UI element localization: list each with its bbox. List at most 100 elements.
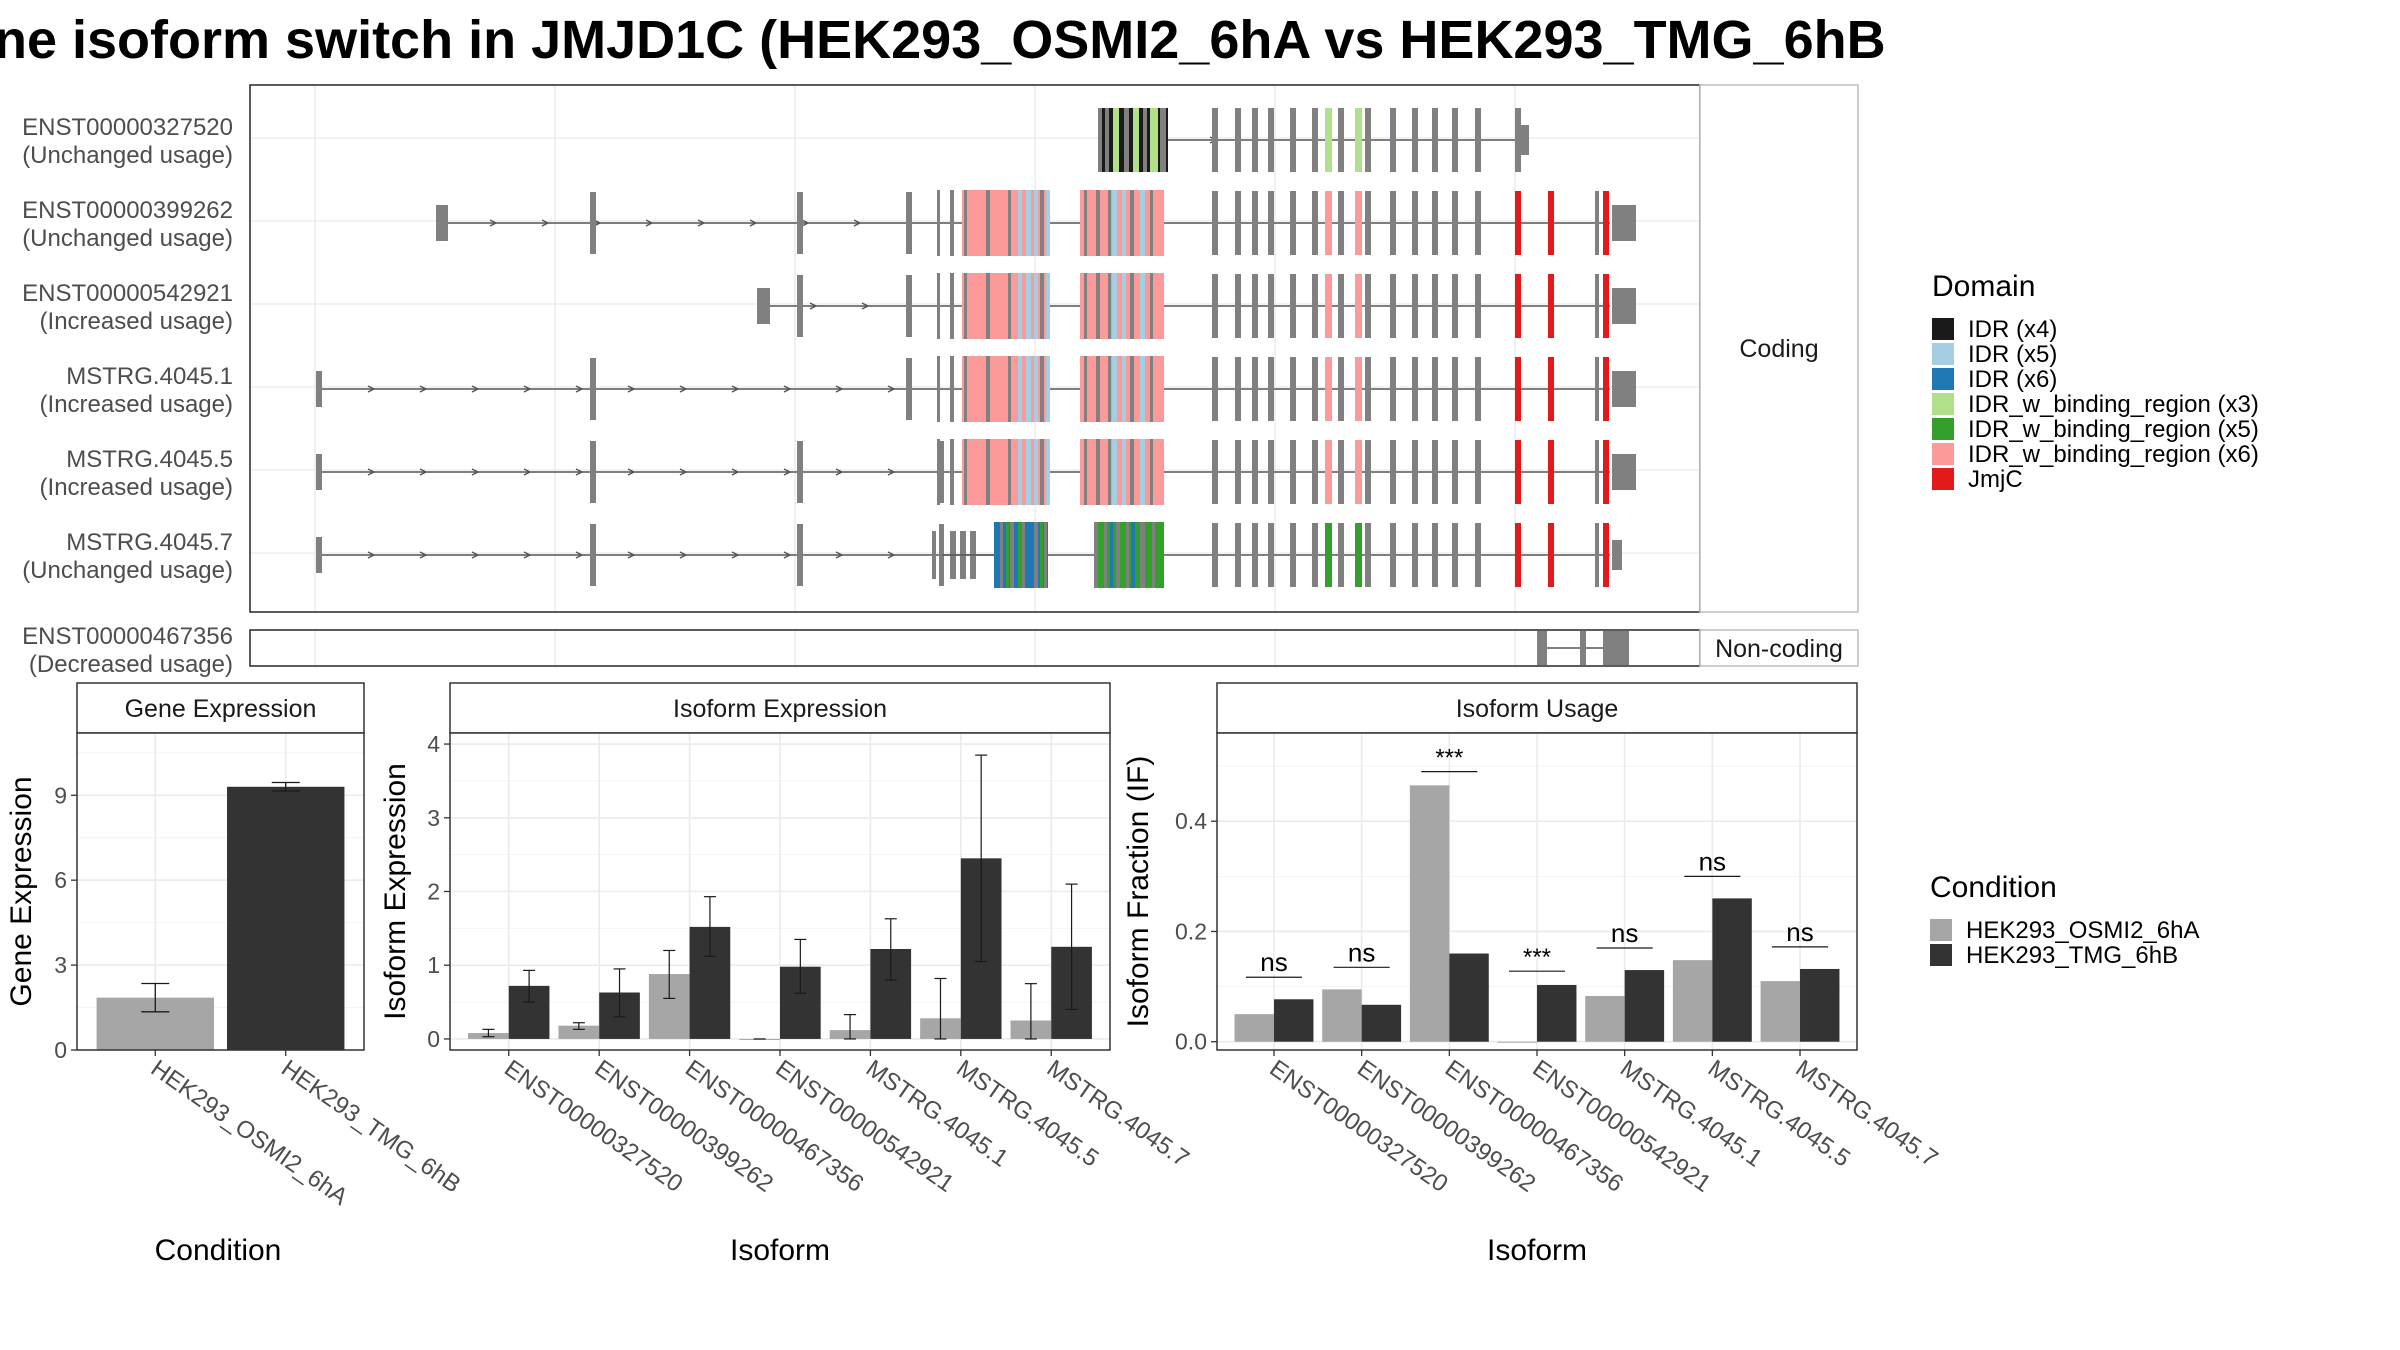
legend-label: IDR_w_binding_region (x3) bbox=[1968, 391, 2259, 418]
exon bbox=[1338, 357, 1344, 421]
exon bbox=[1515, 440, 1521, 504]
intron-arrow bbox=[523, 468, 532, 476]
domain-segment bbox=[986, 356, 990, 422]
exon bbox=[797, 192, 803, 254]
exon bbox=[1475, 440, 1481, 504]
transcript-id-label: ENST00000327520 bbox=[22, 114, 233, 141]
utr-exon bbox=[316, 454, 322, 490]
intron-arrow bbox=[887, 468, 896, 476]
exon bbox=[1515, 274, 1521, 338]
exon bbox=[1475, 357, 1481, 421]
domain-segment bbox=[1046, 439, 1050, 505]
domain-segment bbox=[1046, 356, 1050, 422]
exon bbox=[1290, 357, 1296, 421]
y-tick-label: 3 bbox=[427, 805, 440, 831]
domain-exon bbox=[1325, 523, 1332, 587]
exon bbox=[1312, 357, 1318, 421]
transcript-id-label: MSTRG.4045.5 bbox=[66, 446, 233, 473]
domain-segment bbox=[1018, 190, 1022, 256]
legend-swatch bbox=[1932, 318, 1954, 340]
domain-segment bbox=[1018, 522, 1022, 588]
exon bbox=[950, 190, 954, 256]
domain-segment bbox=[1130, 439, 1134, 505]
domain-exon bbox=[1355, 274, 1362, 338]
y-tick-label: 6 bbox=[54, 867, 67, 893]
utr-exon bbox=[1612, 540, 1622, 570]
exon bbox=[1235, 191, 1241, 255]
bar bbox=[1800, 968, 1840, 1042]
intron-arrow bbox=[627, 551, 636, 559]
domain-segment bbox=[1034, 439, 1038, 505]
domain-segment bbox=[1084, 190, 1087, 256]
exon bbox=[1235, 274, 1241, 338]
domain-segment bbox=[1150, 190, 1153, 256]
domain-segment bbox=[1122, 190, 1126, 256]
exon bbox=[1548, 440, 1554, 504]
domain-segment bbox=[1140, 356, 1145, 422]
utr-exon bbox=[1612, 454, 1636, 490]
intron-arrow bbox=[835, 551, 844, 559]
significance-label: ns bbox=[1786, 917, 1813, 947]
y-tick-label: 9 bbox=[54, 782, 67, 808]
noncoding-strip-label: Non-coding bbox=[1715, 635, 1843, 663]
intron-arrow bbox=[471, 468, 480, 476]
intron-arrow bbox=[835, 468, 844, 476]
exon bbox=[1365, 357, 1371, 421]
exon bbox=[1390, 191, 1396, 255]
utr-exon bbox=[1612, 205, 1636, 241]
intron-arrow bbox=[523, 551, 532, 559]
exon bbox=[1548, 357, 1554, 421]
domain-segment bbox=[1040, 356, 1044, 422]
legend-swatch bbox=[1932, 418, 1954, 440]
x-axis-label: Isoform bbox=[1487, 1234, 1587, 1267]
intron-arrow bbox=[679, 551, 688, 559]
exon bbox=[1268, 108, 1274, 172]
domain-segment bbox=[1008, 273, 1011, 339]
bar bbox=[227, 786, 345, 1050]
bar bbox=[1624, 970, 1665, 1042]
utr-exon bbox=[1515, 125, 1529, 155]
domain-segment bbox=[1150, 273, 1153, 339]
exon bbox=[1390, 274, 1396, 338]
legend-label: JmjC bbox=[1968, 466, 2023, 493]
domain-exon bbox=[1355, 523, 1362, 587]
domain-segment bbox=[1108, 273, 1111, 339]
bar bbox=[1760, 981, 1801, 1042]
exon bbox=[1412, 274, 1418, 338]
domain-segment bbox=[986, 439, 990, 505]
exon bbox=[1212, 440, 1218, 504]
intron-arrow bbox=[679, 468, 688, 476]
domain-exon bbox=[1355, 191, 1362, 255]
exon bbox=[1412, 191, 1418, 255]
domain-segment bbox=[1094, 522, 1098, 588]
y-axis-label: Gene Expression bbox=[5, 776, 38, 1006]
bar bbox=[1672, 960, 1713, 1042]
exon bbox=[1603, 191, 1609, 255]
utr-exon bbox=[316, 537, 322, 573]
exon bbox=[1390, 357, 1396, 421]
exon bbox=[1365, 440, 1371, 504]
intron-arrow bbox=[419, 468, 428, 476]
exon bbox=[1290, 440, 1296, 504]
domain-segment bbox=[1160, 108, 1166, 172]
domain-segment bbox=[986, 273, 990, 339]
intron-arrow bbox=[575, 385, 584, 393]
domain-segment bbox=[1034, 190, 1038, 256]
y-tick-label: 1 bbox=[427, 952, 440, 978]
domain-segment bbox=[1008, 439, 1011, 505]
exon bbox=[937, 356, 940, 422]
domain-segment bbox=[1108, 356, 1111, 422]
domain-segment bbox=[1130, 273, 1134, 339]
domain-exon bbox=[1325, 191, 1332, 255]
intron-arrow bbox=[783, 385, 792, 393]
exon bbox=[906, 275, 912, 337]
exon bbox=[1268, 191, 1274, 255]
domain-segment bbox=[1133, 108, 1139, 172]
transcript-usage-label: (Unchanged usage) bbox=[22, 557, 233, 584]
transcript-id-label: ENST00000399262 bbox=[22, 197, 233, 224]
domain-segment bbox=[1150, 356, 1153, 422]
exon bbox=[1365, 274, 1371, 338]
